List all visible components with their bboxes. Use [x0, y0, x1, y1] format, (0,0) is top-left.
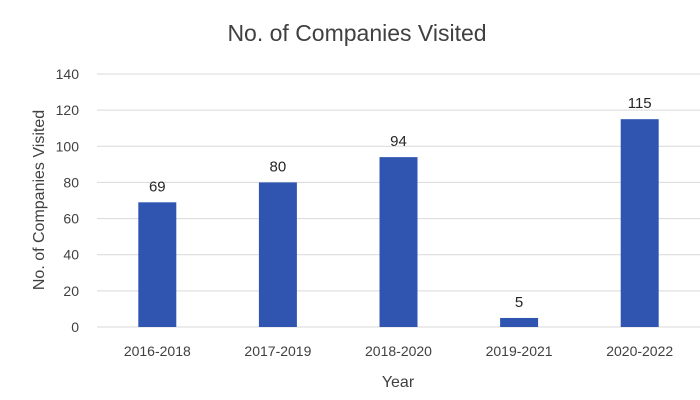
- x-tick-labels: 2016-2018 2017-2019 2018-2020 2019-2021 2020…: [124, 343, 674, 359]
- data-label: 5: [515, 294, 523, 311]
- y-tick-label: 0: [71, 319, 79, 335]
- y-tick-label: 40: [63, 247, 79, 263]
- bar: [500, 317, 539, 327]
- bar: [138, 202, 177, 327]
- y-tick-label: 60: [63, 211, 79, 227]
- x-axis-title: Year: [382, 374, 415, 391]
- bar: [258, 182, 297, 327]
- bar: [620, 119, 659, 327]
- x-tick-label: 2019-2021: [486, 343, 553, 359]
- data-labels: 69 80 94 5 115: [149, 95, 652, 311]
- x-tick-label: 2018-2020: [365, 343, 432, 359]
- x-tick-label: 2017-2019: [244, 343, 311, 359]
- y-axis-title: No. of Companies Visited: [31, 110, 48, 290]
- y-tick-label: 120: [56, 102, 80, 118]
- data-label: 80: [270, 158, 287, 175]
- y-tick-label: 140: [56, 66, 80, 82]
- data-label: 115: [628, 95, 652, 112]
- chart-title: No. of Companies Visited: [227, 20, 486, 46]
- x-tick-label: 2016-2018: [124, 343, 191, 359]
- y-tick-label: 20: [63, 283, 79, 299]
- y-tick-label: 100: [56, 138, 80, 154]
- y-tick-label: 80: [63, 174, 79, 190]
- bars: [138, 119, 659, 327]
- data-label: 69: [149, 178, 166, 195]
- bar: [379, 157, 418, 327]
- data-label: 94: [390, 133, 407, 150]
- x-tick-label: 2020-2022: [606, 343, 673, 359]
- y-tick-labels: 0 20 40 60 80 100 120 140: [56, 66, 80, 335]
